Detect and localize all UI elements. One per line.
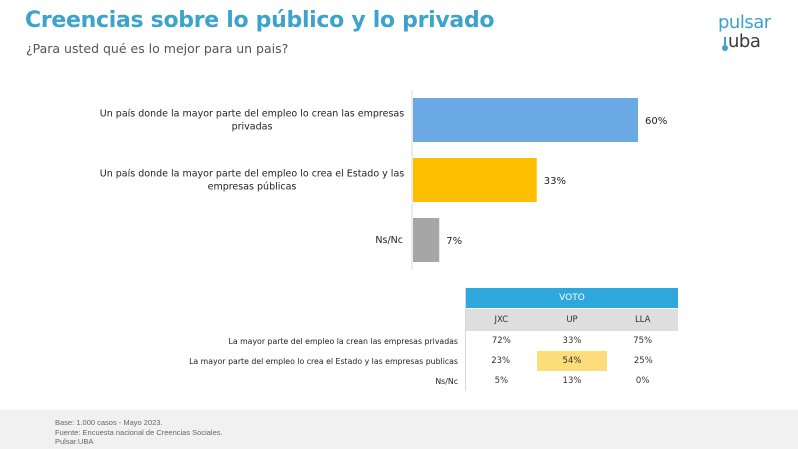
footer-credit: Pulsar.UBA xyxy=(55,437,94,446)
table-cell: 23% xyxy=(491,356,511,366)
row-label: La mayor parte del empleo lo crea el Est… xyxy=(189,356,458,366)
page-title: Creencias sobre lo público y lo privado xyxy=(25,8,495,33)
logo-line-1: pulsar xyxy=(718,12,771,33)
table-cell: 33% xyxy=(562,336,582,346)
pulsar-uba-logo: pulsar uba xyxy=(718,14,778,54)
table-cell: 13% xyxy=(562,376,582,386)
page-subtitle: ¿Para usted qué es lo mejor para un pais… xyxy=(26,41,289,56)
footer: Base: 1.000 casos - Mayo 2023. Fuente: E… xyxy=(0,410,798,449)
value-label: 33% xyxy=(544,176,566,187)
table-row: 5% 13% 0% xyxy=(466,371,678,391)
vote-table-header: VOTO xyxy=(466,288,678,308)
category-label: privadas xyxy=(232,122,273,133)
category-label: Ns/Nc xyxy=(375,235,403,246)
footer-base: Base: 1.000 casos - Mayo 2023. xyxy=(55,418,163,427)
table-cell: 75% xyxy=(633,336,653,346)
logo-pin-icon xyxy=(724,37,726,49)
category-label: Un país donde la mayor parte del empleo … xyxy=(100,109,404,120)
column-header-jxc: JXC xyxy=(494,315,509,325)
vote-table: VOTO JXC UP LLA 72% 33% 75% 23% 54% 25% … xyxy=(465,288,678,391)
vote-table-columns: JXC UP LLA xyxy=(466,308,678,331)
logo-pin-dot-icon xyxy=(722,45,728,51)
table-cell: 0% xyxy=(635,376,650,386)
row-label: La mayor parte del empleo la crean las e… xyxy=(228,336,458,346)
table-cell: 25% xyxy=(633,356,653,366)
table-cell: 72% xyxy=(491,336,511,346)
row-label: Ns/Nc xyxy=(435,376,458,386)
bar xyxy=(413,98,638,142)
bar xyxy=(413,218,440,262)
table-row: 72% 33% 75% xyxy=(466,331,678,351)
footer-source: Fuente: Encuesta nacional de Creencias S… xyxy=(55,427,223,437)
category-label: Un país donde la mayor parte del empleo … xyxy=(100,169,405,180)
column-header-lla: LLA xyxy=(634,315,651,325)
footer-notes: Base: 1.000 casos - Mayo 2023. Fuente: E… xyxy=(55,418,223,447)
column-header-up: UP xyxy=(566,315,578,325)
value-label: 7% xyxy=(446,236,462,247)
table-cell: 5% xyxy=(494,376,509,386)
category-label: empresas públicas xyxy=(208,182,297,193)
vote-table-row-labels: La mayor parte del empleo la crean las e… xyxy=(150,331,458,391)
logo-line-2: uba xyxy=(728,31,761,52)
value-label: 60% xyxy=(645,116,667,127)
table-row: 23% 54% 25% xyxy=(466,351,678,371)
bar xyxy=(413,158,537,202)
table-cell-highlighted: 54% xyxy=(537,351,607,371)
